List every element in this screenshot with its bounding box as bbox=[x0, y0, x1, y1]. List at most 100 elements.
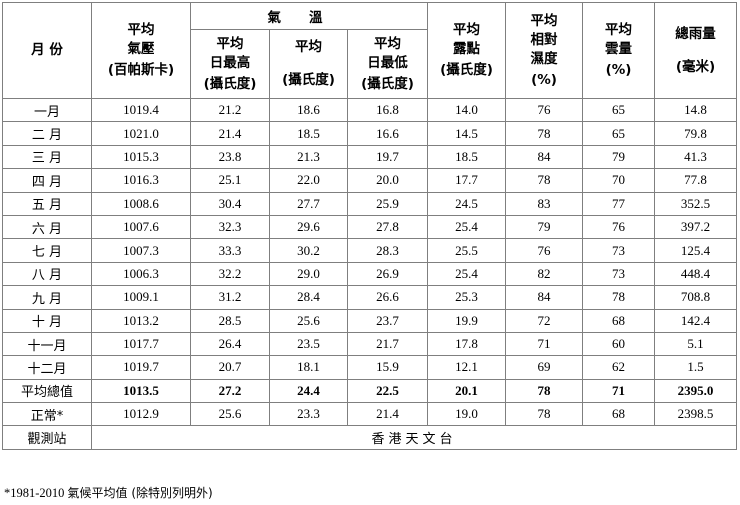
pressure-cell: 1015.3 bbox=[91, 144, 191, 170]
month-row: 一月 1019.4 21.2 18.6 16.8 14.0 76 65 14.8 bbox=[2, 97, 737, 123]
pressure-cell: 1012.9 bbox=[91, 402, 191, 427]
rainfall-cell: 5.1 bbox=[654, 331, 737, 357]
footnote-text: 氣候平均值 (除特別列明外) bbox=[67, 486, 213, 500]
rainfall-cell: 79.8 bbox=[654, 121, 737, 146]
pressure-cell: 1013.2 bbox=[91, 308, 191, 333]
dew-point-cell: 25.4 bbox=[427, 261, 506, 287]
row-label: 十 月 bbox=[2, 308, 92, 333]
dew-point-cell: 25.4 bbox=[427, 214, 506, 240]
dew-point-cell: 20.1 bbox=[427, 378, 506, 404]
dew-point-cell: 19.9 bbox=[427, 308, 506, 333]
max-temp-cell: 20.7 bbox=[190, 355, 270, 380]
mean-temp-cell: 27.7 bbox=[269, 191, 348, 216]
min-temp-cell: 27.8 bbox=[347, 214, 428, 240]
humidity-cell: 71 bbox=[505, 331, 583, 357]
mean-temp-cell: 21.3 bbox=[269, 144, 348, 170]
max-temp-cell: 25.1 bbox=[190, 168, 270, 193]
min-temp-cell: 21.4 bbox=[347, 402, 428, 427]
row-label: 十二月 bbox=[2, 355, 92, 380]
pressure-cell: 1019.7 bbox=[91, 355, 191, 380]
header-max-temp: 平均 日最高 (攝氏度) bbox=[190, 29, 270, 99]
min-temp-cell: 15.9 bbox=[347, 355, 428, 380]
climate-table: 月 份 平均 氣壓 (百帕斯卡) 氣溫 平均 露點 (攝氏度) 平均 相對 濕度… bbox=[2, 2, 737, 450]
humidity-cell: 78 bbox=[505, 402, 583, 427]
station-value: 香港天文台 bbox=[91, 425, 737, 450]
humidity-cell: 84 bbox=[505, 285, 583, 310]
cloud-cell: 79 bbox=[582, 144, 655, 170]
cloud-cell: 76 bbox=[582, 214, 655, 240]
humidity-cell: 78 bbox=[505, 378, 583, 404]
month-row: 三 月 1015.3 23.8 21.3 19.7 18.5 84 79 41.3 bbox=[2, 144, 737, 170]
dew-point-cell: 14.0 bbox=[427, 97, 506, 123]
month-rows: 一月 1019.4 21.2 18.6 16.8 14.0 76 65 14.8 二 月 1021.… bbox=[2, 97, 737, 380]
max-temp-cell: 23.8 bbox=[190, 144, 270, 170]
dew-point-cell: 24.5 bbox=[427, 191, 506, 216]
row-label: 四 月 bbox=[2, 168, 92, 193]
month-row: 五 月 1008.6 30.4 27.7 25.9 24.5 83 77 352.5 bbox=[2, 191, 737, 216]
humidity-cell: 78 bbox=[505, 168, 583, 193]
month-row: 十二月 1019.7 20.7 18.1 15.9 12.1 69 62 1.5 bbox=[2, 355, 737, 380]
rainfall-cell: 142.4 bbox=[654, 308, 737, 333]
rainfall-cell: 397.2 bbox=[654, 214, 737, 240]
month-row: 七 月 1007.3 33.3 30.2 28.3 25.5 76 73 125.4 bbox=[2, 238, 737, 263]
max-temp-cell: 26.4 bbox=[190, 331, 270, 357]
max-temp-cell: 32.3 bbox=[190, 214, 270, 240]
cloud-cell: 65 bbox=[582, 121, 655, 146]
header-cloud: 平均 雲量 (%) bbox=[582, 2, 655, 99]
month-row: 四 月 1016.3 25.1 22.0 20.0 17.7 78 70 77.8 bbox=[2, 168, 737, 193]
pressure-cell: 1019.4 bbox=[91, 97, 191, 123]
row-label: 二 月 bbox=[2, 121, 92, 146]
dew-point-cell: 25.5 bbox=[427, 238, 506, 263]
cloud-cell: 71 bbox=[582, 378, 655, 404]
cloud-cell: 73 bbox=[582, 238, 655, 263]
row-label: 八 月 bbox=[2, 261, 92, 287]
humidity-cell: 78 bbox=[505, 121, 583, 146]
max-temp-cell: 31.2 bbox=[190, 285, 270, 310]
header-row-2: 平均 日最高 (攝氏度) 平均 (攝氏度) 平均 日最低 (攝氏度) bbox=[3, 29, 737, 99]
month-row: 二 月 1021.0 21.4 18.5 16.6 14.5 78 65 79.8 bbox=[2, 121, 737, 146]
min-temp-cell: 23.7 bbox=[347, 308, 428, 333]
min-temp-cell: 22.5 bbox=[347, 378, 428, 404]
max-temp-cell: 32.2 bbox=[190, 261, 270, 287]
row-label: 五 月 bbox=[2, 191, 92, 216]
pressure-cell: 1007.3 bbox=[91, 238, 191, 263]
dew-point-cell: 19.0 bbox=[427, 402, 506, 427]
mean-temp-cell: 23.3 bbox=[269, 402, 348, 427]
dew-point-cell: 17.8 bbox=[427, 331, 506, 357]
rainfall-cell: 708.8 bbox=[654, 285, 737, 310]
humidity-cell: 82 bbox=[505, 261, 583, 287]
row-label: 六 月 bbox=[2, 214, 92, 240]
row-label: 一月 bbox=[2, 97, 92, 123]
dew-point-cell: 18.5 bbox=[427, 144, 506, 170]
mean-temp-cell: 22.0 bbox=[269, 168, 348, 193]
max-temp-cell: 30.4 bbox=[190, 191, 270, 216]
humidity-cell: 84 bbox=[505, 144, 583, 170]
dew-point-cell: 17.7 bbox=[427, 168, 506, 193]
header-rainfall: 總雨量 (毫米) bbox=[654, 2, 737, 99]
cloud-cell: 60 bbox=[582, 331, 655, 357]
min-temp-cell: 16.6 bbox=[347, 121, 428, 146]
row-label: 七 月 bbox=[2, 238, 92, 263]
mean-temp-cell: 23.5 bbox=[269, 331, 348, 357]
pressure-cell: 1006.3 bbox=[91, 261, 191, 287]
month-row: 十一月 1017.7 26.4 23.5 21.7 17.8 71 60 5.1 bbox=[2, 331, 737, 357]
header-month: 月 份 bbox=[2, 2, 92, 99]
footnote-prefix: *1981-2010 bbox=[4, 486, 68, 500]
cloud-cell: 68 bbox=[582, 308, 655, 333]
min-temp-cell: 19.7 bbox=[347, 144, 428, 170]
pressure-cell: 1016.3 bbox=[91, 168, 191, 193]
row-label: 正常* bbox=[2, 402, 92, 427]
rainfall-cell: 41.3 bbox=[654, 144, 737, 170]
mean-temp-cell: 29.6 bbox=[269, 214, 348, 240]
dew-point-cell: 14.5 bbox=[427, 121, 506, 146]
humidity-cell: 79 bbox=[505, 214, 583, 240]
dew-point-cell: 12.1 bbox=[427, 355, 506, 380]
min-temp-cell: 20.0 bbox=[347, 168, 428, 193]
header-pressure: 平均 氣壓 (百帕斯卡) bbox=[91, 2, 191, 99]
header-humidity: 平均 相對 濕度 (%) bbox=[505, 2, 583, 99]
min-temp-cell: 25.9 bbox=[347, 191, 428, 216]
month-row: 十 月 1013.2 28.5 25.6 23.7 19.9 72 68 142.4 bbox=[2, 308, 737, 333]
pressure-cell: 1013.5 bbox=[91, 378, 191, 404]
max-temp-cell: 28.5 bbox=[190, 308, 270, 333]
cloud-cell: 65 bbox=[582, 97, 655, 123]
